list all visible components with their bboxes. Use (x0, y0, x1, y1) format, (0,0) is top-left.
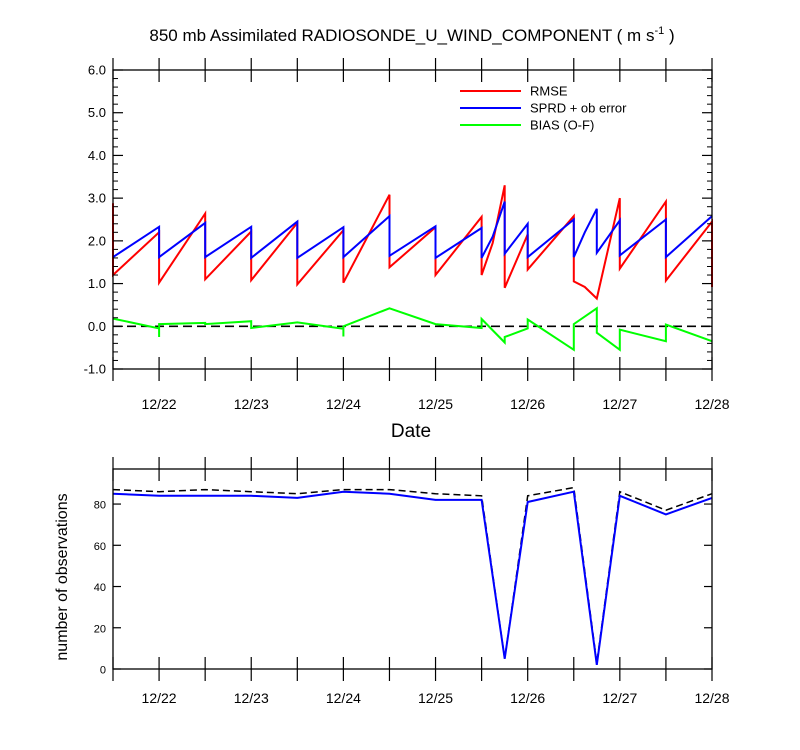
top-axes: -1.0 0.0 1.0 2.0 3.0 4.0 5.0 6.0 12/22 12/23 12/24… (84, 58, 730, 412)
bottom-y-tick-label: 80 (94, 500, 106, 512)
bottom-chart-panel: 0 20 40 60 80 12/22 12/23 12/24 12/25 12/26 12/27 1… (94, 457, 730, 706)
top-y-tick-label: 3.0 (88, 191, 106, 206)
legend: RMSE SPRD + ob error BIAS (O-F) (460, 84, 627, 133)
top-chart-panel: -1.0 0.0 1.0 2.0 3.0 4.0 5.0 6.0 12/22 12/23 12/24… (84, 58, 730, 412)
top-y-tick-label: 0.0 (88, 319, 106, 334)
top-y-tick-label: 6.0 (88, 63, 106, 78)
top-x-tick-label: 12/23 (234, 396, 269, 412)
top-x-tick-label: 12/24 (326, 396, 361, 412)
bottom-x-tick-label: 12/22 (142, 690, 177, 706)
top-x-tick-label: 12/26 (510, 396, 545, 412)
bottom-series-possible (112, 486, 713, 663)
top-y-tick-label: 5.0 (88, 105, 106, 120)
top-x-tick-label: 12/22 (142, 396, 177, 412)
chart-title-end: ) (664, 26, 674, 45)
bottom-y-tick-label: 60 (94, 541, 106, 553)
x-axis-label: Date (391, 421, 431, 442)
bottom-x-tick-label: 12/24 (326, 690, 361, 706)
chart-title: 850 mb Assimilated RADIOSONDE_U_WIND_COM… (149, 25, 674, 45)
bottom-y-tick-label: 20 (94, 623, 106, 635)
bottom-y-tick-label: 40 (94, 582, 106, 594)
chart-title-main: 850 mb Assimilated RADIOSONDE_U_WIND_COM… (149, 26, 654, 45)
chart-title-superscript: -1 (654, 25, 664, 37)
y-axis-label-observations: number of observations (54, 493, 71, 660)
top-series-bias-o-f (112, 306, 713, 352)
bottom-x-tick-label: 12/25 (418, 690, 453, 706)
top-x-tick-label: 12/25 (418, 396, 453, 412)
top-x-tick-label: 12/27 (602, 396, 637, 412)
bottom-axes: 0 20 40 60 80 12/22 12/23 12/24 12/25 12/26 12/27 1… (94, 457, 730, 706)
bottom-data-layer (112, 486, 713, 666)
top-y-tick-label: 4.0 (88, 148, 106, 163)
bottom-plot-frame (112, 468, 713, 670)
top-y-tick-label: 2.0 (88, 233, 106, 248)
bottom-y-tick-label: 0 (100, 665, 106, 677)
bottom-x-tick-label: 12/28 (694, 690, 729, 706)
top-series-sprd-ob-error (112, 201, 713, 260)
bottom-x-tick-label: 12/26 (510, 690, 545, 706)
top-data-layer (112, 185, 713, 352)
legend-label-sprd-ob-error: SPRD + ob error (530, 101, 627, 116)
legend-label-bias-o-f: BIAS (O-F) (530, 118, 594, 133)
legend-label-rmse: RMSE (530, 84, 568, 99)
top-plot-frame (112, 69, 713, 370)
bottom-x-tick-label: 12/23 (234, 690, 269, 706)
top-x-tick-label: 12/28 (694, 396, 729, 412)
bottom-series-used (112, 490, 713, 666)
bottom-x-tick-label: 12/27 (602, 690, 637, 706)
top-y-tick-label: -1.0 (84, 362, 106, 377)
top-y-tick-label: 1.0 (88, 276, 106, 291)
